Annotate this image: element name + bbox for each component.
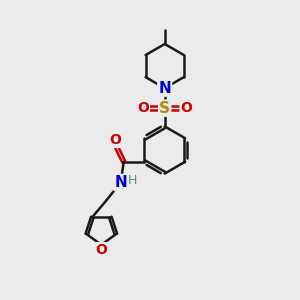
Text: H: H — [128, 174, 137, 188]
Text: N: N — [158, 81, 171, 96]
Text: N: N — [114, 175, 127, 190]
Text: O: O — [95, 243, 107, 257]
Text: O: O — [181, 101, 192, 115]
Text: O: O — [137, 101, 149, 115]
Text: S: S — [159, 101, 170, 116]
Text: O: O — [109, 133, 121, 147]
